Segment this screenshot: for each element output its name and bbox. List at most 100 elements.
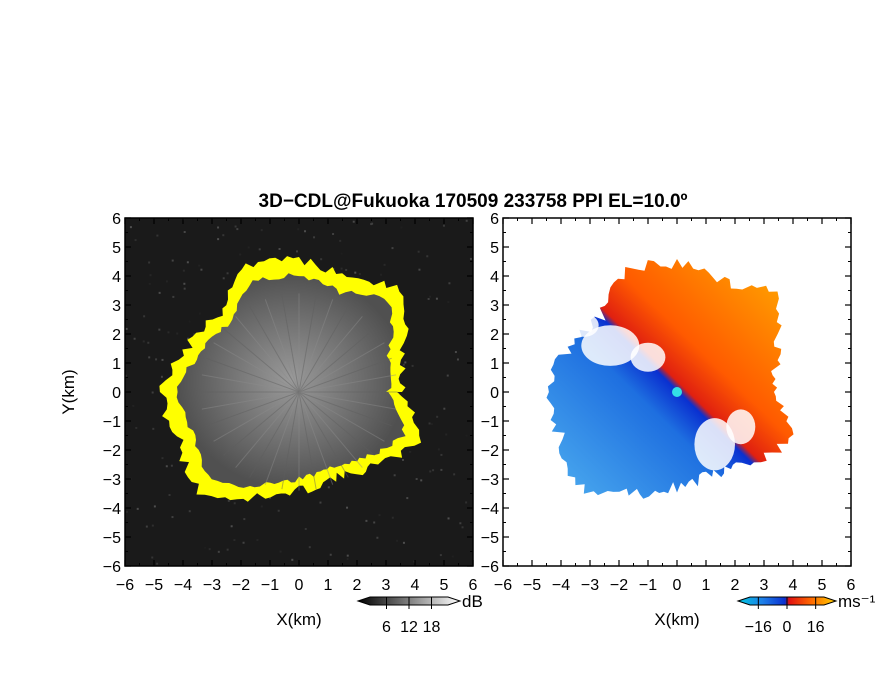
noise-speck [132, 404, 135, 407]
velocity-xtick-label: −4 [552, 577, 570, 594]
noise-speck [260, 229, 263, 232]
noise-speck [133, 337, 136, 340]
reflectivity-xtick-label: −4 [174, 577, 192, 594]
noise-speck [188, 510, 191, 513]
noise-speck [148, 282, 151, 285]
noise-speck [243, 518, 246, 521]
noise-speck [469, 257, 472, 260]
noise-speck [217, 226, 220, 229]
data-gap [726, 409, 756, 445]
noise-speck [260, 505, 263, 508]
velocity-ytick-label: −1 [481, 414, 499, 431]
noise-speck [339, 239, 342, 242]
noise-speck [222, 234, 225, 237]
noise-speck [256, 539, 259, 542]
noise-speck [391, 247, 394, 250]
noise-speck [402, 458, 405, 461]
noise-speck [352, 220, 355, 223]
radial-streak [298, 391, 349, 478]
noise-speck [226, 548, 229, 551]
reflectivity-ytick-label: −6 [103, 559, 121, 576]
noise-speck [160, 375, 163, 378]
noise-speck [142, 340, 145, 343]
radial-streak [298, 316, 363, 393]
velocity-ytick-label: 3 [490, 298, 499, 315]
noise-speck [165, 280, 168, 283]
reflectivity-colorbar-ticks: 6 12 18 [382, 597, 441, 636]
noise-speck [126, 510, 129, 513]
noise-speck [170, 464, 173, 467]
noise-speck [426, 255, 429, 258]
velocity-xtick-label: 6 [847, 577, 856, 594]
velocity-ytick-label: −4 [481, 501, 499, 518]
velocity-colorbar-ticks: −16 0 16 [745, 597, 825, 636]
noise-speck [456, 358, 459, 361]
noise-speck [134, 239, 137, 242]
noise-speck [354, 271, 357, 274]
noise-speck [445, 433, 448, 436]
velocity-xtick-label: −5 [523, 577, 541, 594]
velocity-colorbar-tick-label: 16 [807, 619, 825, 636]
reflectivity-xtick-label: −6 [116, 577, 134, 594]
noise-speck [383, 263, 386, 266]
radial-streak [223, 328, 300, 393]
noise-speck [234, 225, 237, 228]
noise-speck [440, 468, 443, 471]
reflectivity-ylabel: Y(km) [59, 369, 78, 414]
noise-speck [129, 226, 132, 229]
noise-speck [404, 361, 407, 364]
velocity-ytick-label: −5 [481, 530, 499, 547]
noise-speck [148, 356, 151, 359]
radial-streak [298, 391, 375, 456]
noise-speck [446, 374, 449, 377]
noise-speck [125, 374, 128, 377]
radial-streak [298, 391, 385, 442]
reflectivity-colorbar-unit: dB [462, 592, 483, 611]
noise-speck [143, 315, 146, 318]
noise-speck [420, 479, 423, 482]
radial-streak [206, 391, 300, 427]
noise-speck [406, 497, 409, 500]
noise-speck [136, 507, 139, 510]
velocity-xtick-label: 1 [702, 577, 711, 594]
noise-speck [429, 470, 432, 473]
radial-streak [201, 374, 300, 393]
radial-streak [264, 391, 300, 485]
reflectivity-colorbar: dB 6 12 18 [356, 592, 483, 636]
reflectivity-ytick-label: −5 [103, 530, 121, 547]
velocity-xtick-label: −2 [610, 577, 628, 594]
noise-speck [439, 554, 442, 557]
reflectivity-colorbar-tick-label: 6 [382, 619, 391, 636]
noise-speck [182, 269, 185, 272]
noise-speck [440, 453, 443, 456]
noise-speck [340, 267, 343, 270]
noise-speck [161, 358, 164, 361]
radial-streak [249, 306, 300, 393]
noise-speck [378, 514, 381, 517]
noise-speck [413, 560, 416, 563]
noise-speck [186, 261, 189, 264]
noise-speck [365, 519, 368, 522]
noise-speck [346, 554, 349, 557]
noise-speck [171, 516, 174, 519]
noise-speck [442, 224, 445, 227]
noise-speck [465, 219, 468, 222]
radial-streak [298, 299, 334, 393]
noise-speck [183, 282, 186, 285]
data-gap [630, 342, 666, 372]
noise-speck [393, 474, 396, 477]
noise-speck [332, 233, 335, 236]
data-gap [569, 313, 599, 337]
noise-speck [188, 320, 191, 323]
noise-speck [454, 351, 457, 354]
noise-speck [165, 465, 168, 468]
noise-speck [227, 499, 230, 502]
radial-streak [298, 294, 317, 393]
radial-streak [235, 391, 300, 468]
noise-speck [161, 457, 164, 460]
noise-speck [391, 516, 394, 519]
reflectivity-xtick-label: 1 [324, 577, 333, 594]
noise-speck [447, 301, 450, 304]
noise-speck [172, 295, 175, 298]
